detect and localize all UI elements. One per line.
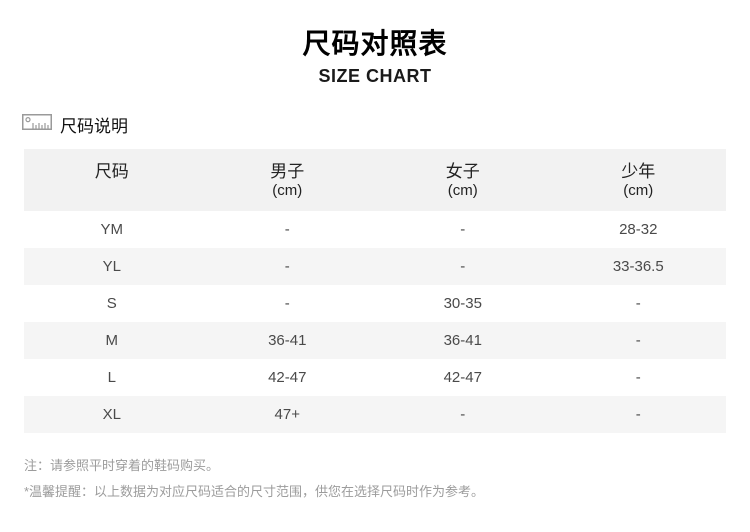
column-header-label: 少年 (621, 162, 656, 181)
column-header-size: 尺码 (24, 149, 200, 211)
table-row-m: M 36-41 36-41 - (24, 322, 726, 359)
youth-value: - (635, 369, 641, 386)
measuring-tape-icon (22, 114, 52, 135)
men-value: - (284, 221, 290, 238)
column-header-youth: 少年 (cm) (551, 149, 727, 211)
reminder-note: *温馨提醒：以上数据为对应尺码适合的尺寸范围，供您在选择尺码时作为参考。 (24, 484, 485, 499)
youth-value: - (635, 332, 641, 349)
women-value: 30-35 (443, 295, 482, 312)
table-row-yl: YL - - 33-36.5 (24, 248, 726, 285)
women-value: - (460, 406, 466, 423)
women-value: 42-47 (443, 369, 482, 386)
size-table-header-row: 尺码 男子 (cm) 女子 (cm) 少年 (cm) (24, 149, 726, 211)
column-header-label: 女子 (445, 162, 480, 181)
column-header-label: 尺码 (94, 162, 129, 181)
women-value: 36-41 (443, 332, 482, 349)
table-row-ym: YM - - 28-32 (24, 211, 726, 248)
size-label: L (107, 369, 116, 386)
column-header-unit: (cm) (272, 182, 303, 199)
table-row-s: S - 30-35 - (24, 285, 726, 322)
column-header-men: 男子 (cm) (200, 149, 376, 211)
men-value: - (284, 295, 290, 312)
column-header-unit: (cm) (623, 182, 654, 199)
size-label: XL (102, 406, 121, 423)
column-header-label: 男子 (270, 162, 305, 181)
youth-value: - (635, 295, 641, 312)
youth-value: - (635, 406, 641, 423)
table-row-xl: XL 47+ - - (24, 396, 726, 433)
section-heading: 尺码说明 (22, 112, 750, 137)
size-label: S (106, 295, 117, 312)
purchase-note: 注：请参照平时穿着的鞋码购买。 (24, 458, 220, 473)
size-label: M (105, 332, 119, 349)
size-label: YM (100, 221, 124, 238)
table-row-l: L 42-47 42-47 - (24, 359, 726, 396)
youth-value: 33-36.5 (612, 258, 664, 275)
men-value: 47+ (274, 406, 300, 423)
section-heading-label: 尺码说明 (60, 117, 128, 136)
size-label: YL (102, 258, 121, 275)
size-table: 尺码 男子 (cm) 女子 (cm) 少年 (cm) YM - - 28-32 … (24, 149, 726, 433)
page-title: 尺码对照表 (302, 28, 448, 59)
column-header-unit: (cm) (447, 182, 478, 199)
women-value: - (460, 221, 466, 238)
page-subtitle: SIZE CHART (318, 66, 432, 86)
column-header-women: 女子 (cm) (375, 149, 551, 211)
youth-value: 28-32 (619, 221, 658, 238)
men-value: - (284, 258, 290, 275)
men-value: 42-47 (268, 369, 307, 386)
women-value: - (460, 258, 466, 275)
footer-notes: 注：请参照平时穿着的鞋码购买。 *温馨提醒：以上数据为对应尺码适合的尺寸范围，供… (24, 453, 726, 505)
men-value: 36-41 (268, 332, 307, 349)
